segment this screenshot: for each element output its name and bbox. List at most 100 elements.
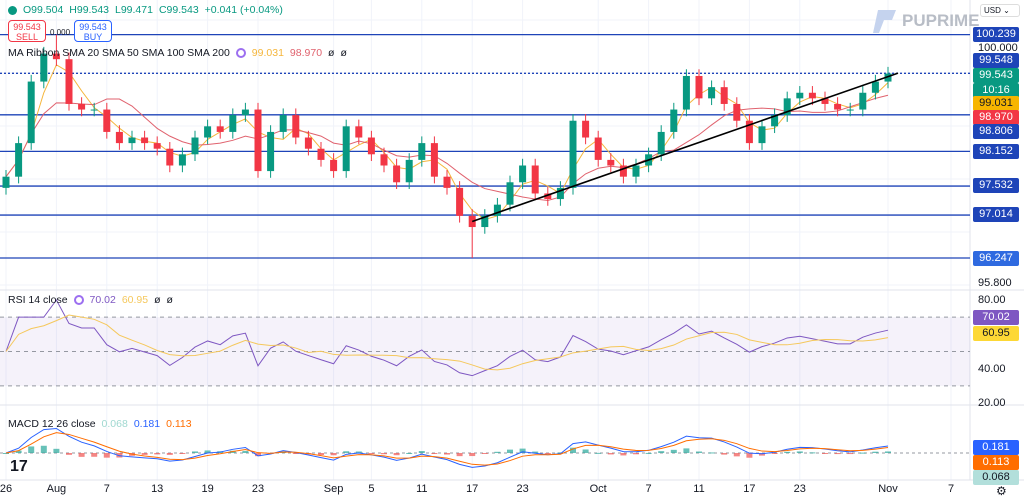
currency-label: USD bbox=[984, 6, 1001, 15]
macd-histogram-bar bbox=[859, 452, 866, 454]
x-tick-label: 7 bbox=[947, 483, 955, 495]
x-tick-label: 23 bbox=[793, 483, 806, 495]
candle-body bbox=[90, 109, 98, 111]
candle-body bbox=[405, 159, 413, 183]
macd-histogram-bar bbox=[633, 453, 639, 455]
macd-histogram-bar bbox=[242, 450, 249, 453]
macd-histogram-bar bbox=[3, 453, 9, 454]
candle-body bbox=[758, 126, 766, 144]
candle-body bbox=[531, 165, 539, 194]
macd-histogram-bar bbox=[507, 449, 513, 453]
candle-body bbox=[342, 126, 350, 172]
macd-histogram-bar bbox=[469, 453, 476, 457]
x-tick-label: 7 bbox=[103, 483, 110, 495]
macd-histogram-bar bbox=[645, 452, 652, 454]
price-tag: 98.152 bbox=[973, 144, 1019, 159]
macd-histogram-bar bbox=[368, 453, 375, 454]
macd-histogram-bar bbox=[292, 453, 299, 454]
macd-histogram-bar bbox=[847, 453, 854, 455]
candle-body bbox=[619, 165, 627, 177]
macd-legend-title: MACD 12 26 close bbox=[8, 418, 96, 430]
price-tag: 97.014 bbox=[973, 207, 1019, 222]
candle-body bbox=[859, 92, 867, 110]
macd-histogram-bar bbox=[78, 453, 85, 457]
candle-body bbox=[418, 143, 426, 160]
macd-histogram-bar bbox=[406, 452, 413, 454]
macd-histogram-bar bbox=[746, 453, 753, 458]
candle-body bbox=[128, 137, 136, 144]
candle-body bbox=[52, 53, 60, 60]
candle-body bbox=[254, 109, 262, 172]
candle-body bbox=[632, 165, 640, 177]
tradingview-logo: 17 bbox=[10, 458, 28, 475]
macd-line bbox=[5, 427, 889, 468]
ma-legend-title: MA Ribbon SMA 20 SMA 50 SMA 100 SMA 200 bbox=[8, 47, 230, 59]
rsi-legend-title: RSI 14 close bbox=[8, 294, 68, 306]
sell-button[interactable]: 99.543 SELL bbox=[8, 20, 46, 42]
x-tick-label: 11 bbox=[693, 483, 705, 495]
currency-select[interactable]: USD ⌄ bbox=[980, 4, 1020, 17]
candle-body bbox=[556, 187, 564, 200]
y-tick-label: 100.000 bbox=[978, 42, 1018, 54]
candle-body bbox=[443, 176, 451, 188]
candle-body bbox=[317, 148, 325, 160]
macd-histogram-bar bbox=[759, 453, 765, 456]
macd-histogram-bar bbox=[544, 453, 551, 454]
candle-body bbox=[720, 87, 728, 104]
candle-body bbox=[292, 115, 300, 138]
rsi-ma-value: 60.95 bbox=[121, 294, 149, 306]
macd-histogram-bar bbox=[28, 446, 35, 453]
macd-histogram-bar bbox=[141, 453, 148, 455]
candle-body bbox=[2, 176, 10, 188]
y-tick-label: 80.00 bbox=[978, 294, 1006, 306]
candle-body bbox=[204, 126, 212, 138]
change-value: +0.041 (+0.04%) bbox=[204, 4, 283, 16]
data-window-icon bbox=[235, 48, 246, 58]
price-tag: 98.806 bbox=[973, 124, 1019, 139]
candle-body bbox=[153, 143, 161, 149]
macd-histogram-bar bbox=[620, 453, 627, 456]
macd-histogram-bar bbox=[166, 453, 173, 455]
ma-ribbon-legend[interactable]: MA Ribbon SMA 20 SMA 50 SMA 100 SMA 200 … bbox=[8, 47, 347, 59]
candle-body bbox=[355, 126, 363, 138]
macd-histogram-bar bbox=[809, 452, 816, 454]
buy-label: BUY bbox=[83, 32, 103, 42]
rsi-legend[interactable]: RSI 14 close 70.02 60.95 ø ø bbox=[8, 294, 173, 306]
sell-price: 99.543 bbox=[13, 22, 41, 32]
candle-body bbox=[771, 115, 779, 127]
price-tag: 10:16 bbox=[973, 83, 1019, 98]
macd-histogram-bar bbox=[771, 453, 778, 454]
macd-histogram-bar bbox=[40, 445, 47, 453]
rsi-extra-1: ø bbox=[154, 294, 161, 306]
settings-icon[interactable]: ⚙ bbox=[996, 484, 1007, 498]
candle-body bbox=[330, 159, 338, 172]
candle-body bbox=[367, 137, 375, 155]
x-tick-label: Aug bbox=[46, 483, 67, 495]
price-tag: 97.532 bbox=[973, 178, 1019, 193]
x-tick-label: 5 bbox=[368, 483, 375, 495]
candle-body bbox=[65, 59, 73, 104]
macd-histogram-bar bbox=[355, 451, 362, 453]
macd-histogram-bar bbox=[519, 448, 526, 453]
macd-value: 0.181 bbox=[133, 418, 161, 430]
candle-body bbox=[27, 81, 35, 144]
macd-histogram-bar bbox=[204, 450, 211, 453]
candle-body bbox=[544, 193, 552, 200]
macd-legend[interactable]: MACD 12 26 close 0.068 0.181 0.113 bbox=[8, 418, 192, 430]
candle-body bbox=[569, 120, 577, 188]
macd-histogram-bar bbox=[658, 451, 665, 453]
candle-body bbox=[216, 126, 224, 132]
macd-histogram-bar bbox=[418, 451, 425, 453]
candle-body bbox=[393, 165, 401, 183]
candle-body bbox=[380, 154, 388, 166]
buy-button[interactable]: 99.543 BUY bbox=[74, 20, 112, 42]
macd-histogram-bar bbox=[116, 453, 123, 458]
macd-histogram-bar bbox=[66, 453, 72, 455]
open-value: O99.504 bbox=[23, 4, 64, 16]
macd-histogram-bar bbox=[721, 453, 728, 455]
sma20-line bbox=[5, 64, 889, 221]
candle-body bbox=[78, 103, 86, 110]
y-tick-label: 95.800 bbox=[978, 277, 1012, 289]
brand-logo-mark bbox=[873, 10, 896, 33]
